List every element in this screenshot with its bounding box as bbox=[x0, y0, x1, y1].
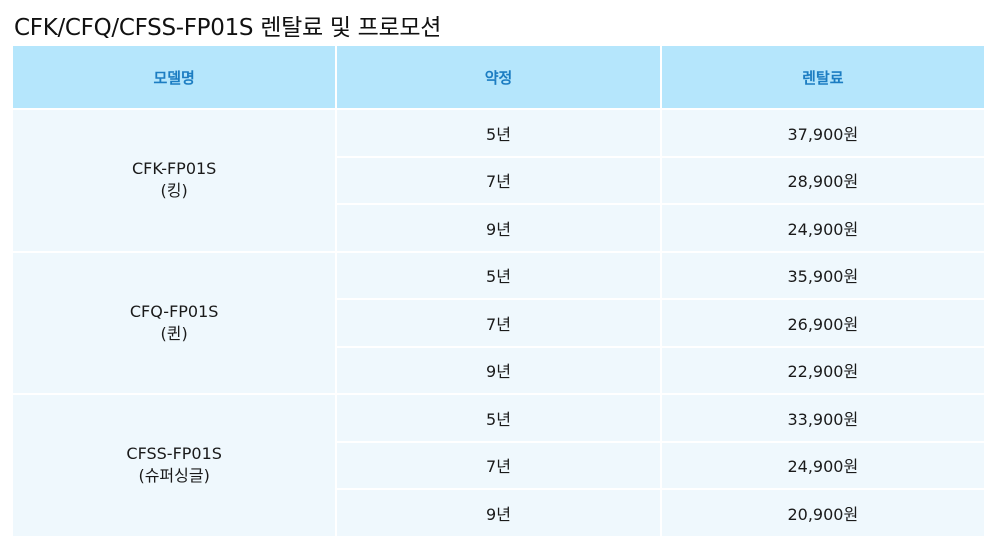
model-subname: (퀸) bbox=[160, 323, 188, 343]
term-cell: 9년 bbox=[337, 205, 660, 251]
term-cell: 5년 bbox=[337, 252, 660, 298]
table-row: 7년 26,900원 bbox=[13, 300, 984, 346]
table-row: 7년 28,900원 bbox=[13, 157, 984, 203]
term-cell: 7년 bbox=[337, 157, 660, 203]
term-cell: 7년 bbox=[337, 442, 660, 488]
page-title: CFK/CFQ/CFSS-FP01S 렌탈료 및 프로모션 bbox=[14, 15, 442, 41]
table-row: CFSS-FP01S (슈퍼싱글) 5년 33,900원 bbox=[13, 395, 984, 536]
header-model: 모델명 bbox=[13, 46, 336, 108]
term-cell: 7년 bbox=[337, 300, 660, 346]
term-cell: 5년 bbox=[337, 395, 660, 441]
price-cell: 37,900원 bbox=[661, 110, 984, 156]
table-row: CFQ-FP01S (퀸) 5년 35,900원 bbox=[13, 252, 984, 393]
term-cell: 5년 bbox=[337, 110, 660, 156]
table-row: 7년 24,900원 bbox=[13, 442, 984, 488]
price-cell: 35,900원 bbox=[661, 252, 984, 298]
price-cell: 28,900원 bbox=[661, 157, 984, 203]
model-name: CFSS-FP01S bbox=[126, 444, 222, 464]
header-price: 렌탈료 bbox=[661, 46, 984, 108]
model-cell: CFSS-FP01S (슈퍼싱글) bbox=[13, 395, 336, 536]
rental-price-table: 모델명 약정 렌탈료 CFK-FP01S (킹) 5년 37,900원 7년 28,900… bbox=[11, 44, 986, 538]
table-row: 9년 22,900원 bbox=[13, 347, 984, 393]
model-name: CFK-FP01S bbox=[132, 159, 217, 179]
price-cell: 20,900원 bbox=[661, 490, 984, 536]
price-cell: 26,900원 bbox=[661, 300, 984, 346]
model-subname: (슈퍼싱글) bbox=[138, 466, 210, 486]
table-row: CFK-FP01S (킹) 5년 37,900원 bbox=[13, 110, 984, 251]
term-cell: 9년 bbox=[337, 490, 660, 536]
model-name: CFQ-FP01S bbox=[129, 301, 219, 321]
header-row: 모델명 약정 렌탈료 bbox=[13, 46, 984, 108]
price-cell: 33,900원 bbox=[661, 395, 984, 441]
price-cell: 22,900원 bbox=[661, 347, 984, 393]
model-cell: CFK-FP01S (킹) bbox=[13, 110, 336, 251]
header-term: 약정 bbox=[337, 46, 660, 108]
model-cell: CFQ-FP01S (퀸) bbox=[13, 252, 336, 393]
table-row: 9년 24,900원 bbox=[13, 205, 984, 251]
model-subname: (킹) bbox=[160, 181, 188, 201]
table-row: 9년 20,900원 bbox=[13, 490, 984, 536]
price-cell: 24,900원 bbox=[661, 205, 984, 251]
price-cell: 24,900원 bbox=[661, 442, 984, 488]
term-cell: 9년 bbox=[337, 347, 660, 393]
